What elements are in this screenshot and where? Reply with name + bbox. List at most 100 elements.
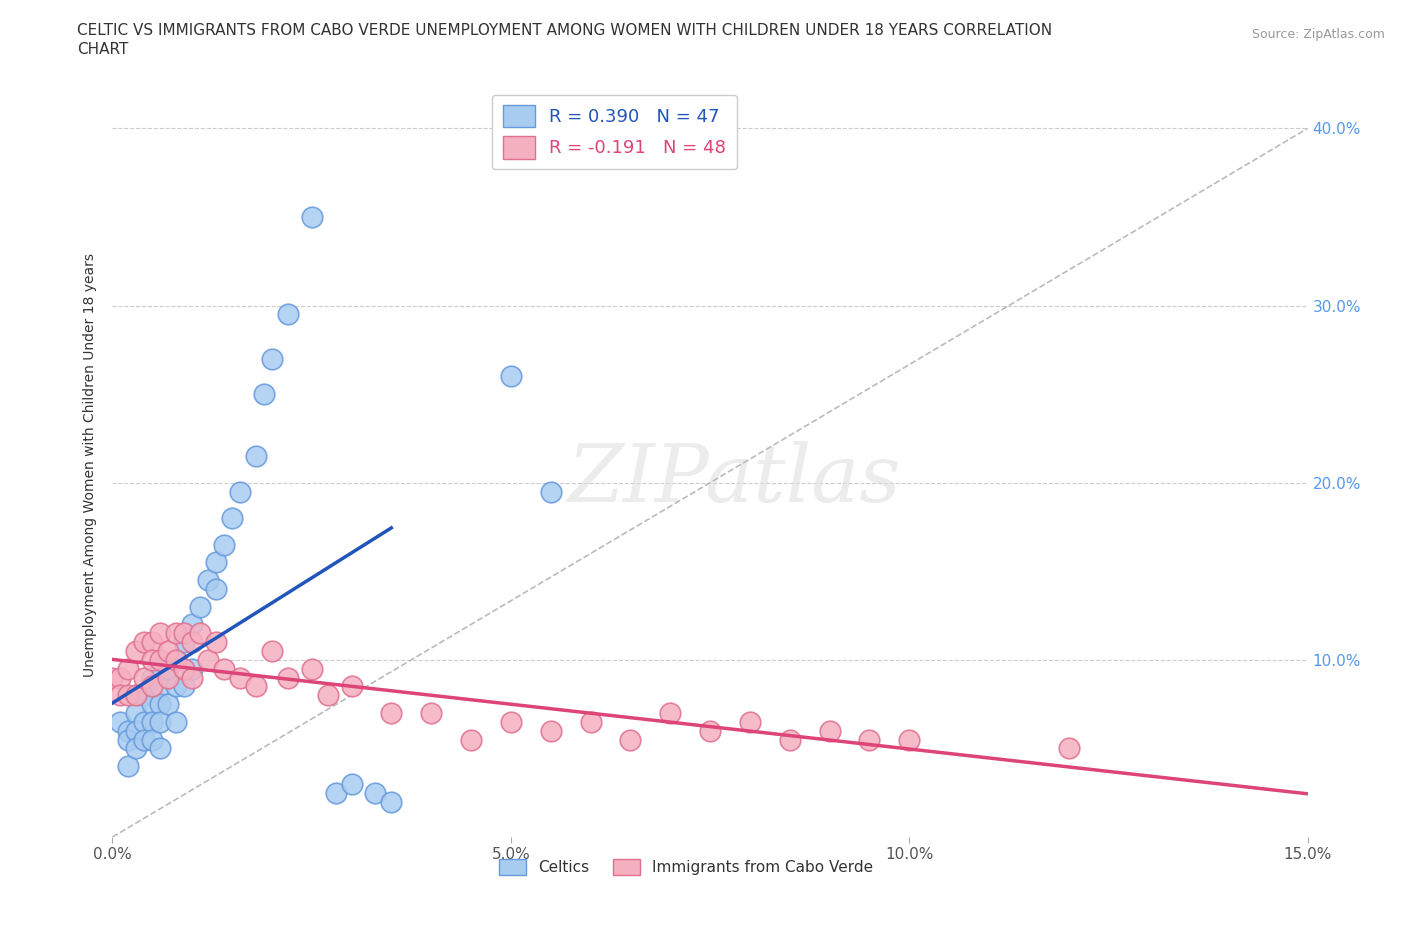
- Point: [301, 661, 323, 676]
- Point: [141, 653, 163, 668]
- Point: [165, 679, 187, 694]
- Point: [499, 369, 522, 384]
- Point: [1057, 741, 1080, 756]
- Point: [340, 777, 363, 791]
- Point: [540, 724, 562, 738]
- Point: [173, 626, 195, 641]
- Point: [898, 732, 921, 747]
- Point: [212, 538, 235, 552]
- Point: [420, 706, 443, 721]
- Point: [818, 724, 841, 738]
- Point: [125, 706, 148, 721]
- Point: [205, 581, 228, 596]
- Text: CELTIC VS IMMIGRANTS FROM CABO VERDE UNEMPLOYMENT AMONG WOMEN WITH CHILDREN UNDE: CELTIC VS IMMIGRANTS FROM CABO VERDE UNE…: [77, 23, 1053, 38]
- Point: [277, 671, 299, 685]
- Point: [149, 653, 172, 668]
- Point: [125, 688, 148, 703]
- Point: [134, 732, 156, 747]
- Point: [340, 679, 363, 694]
- Point: [188, 626, 211, 641]
- Point: [141, 671, 163, 685]
- Point: [858, 732, 880, 747]
- Point: [149, 697, 172, 711]
- Point: [149, 714, 172, 729]
- Point: [117, 724, 139, 738]
- Legend: Celtics, Immigrants from Cabo Verde: Celtics, Immigrants from Cabo Verde: [492, 853, 880, 882]
- Point: [125, 688, 148, 703]
- Point: [619, 732, 641, 747]
- Point: [197, 573, 219, 588]
- Text: CHART: CHART: [77, 42, 129, 57]
- Point: [125, 644, 148, 658]
- Point: [540, 485, 562, 499]
- Text: Source: ZipAtlas.com: Source: ZipAtlas.com: [1251, 28, 1385, 41]
- Point: [277, 307, 299, 322]
- Point: [197, 653, 219, 668]
- Point: [173, 634, 195, 649]
- Point: [229, 485, 252, 499]
- Y-axis label: Unemployment Among Women with Children Under 18 years: Unemployment Among Women with Children U…: [83, 253, 97, 677]
- Point: [101, 671, 124, 685]
- Point: [149, 661, 172, 676]
- Point: [181, 634, 204, 649]
- Point: [117, 661, 139, 676]
- Point: [659, 706, 682, 721]
- Point: [134, 634, 156, 649]
- Point: [134, 688, 156, 703]
- Point: [738, 714, 761, 729]
- Point: [221, 511, 243, 525]
- Point: [260, 352, 283, 366]
- Point: [141, 697, 163, 711]
- Point: [141, 679, 163, 694]
- Point: [212, 661, 235, 676]
- Point: [165, 626, 187, 641]
- Point: [141, 714, 163, 729]
- Point: [380, 706, 402, 721]
- Point: [110, 688, 132, 703]
- Point: [253, 387, 276, 402]
- Point: [157, 697, 180, 711]
- Point: [779, 732, 801, 747]
- Point: [141, 732, 163, 747]
- Point: [245, 448, 267, 463]
- Point: [205, 555, 228, 570]
- Point: [181, 617, 204, 631]
- Point: [699, 724, 721, 738]
- Point: [165, 653, 187, 668]
- Point: [499, 714, 522, 729]
- Point: [316, 688, 339, 703]
- Point: [134, 671, 156, 685]
- Text: ZIPatlas: ZIPatlas: [567, 441, 901, 519]
- Point: [117, 688, 139, 703]
- Point: [117, 732, 139, 747]
- Point: [157, 661, 180, 676]
- Point: [205, 634, 228, 649]
- Point: [301, 209, 323, 224]
- Point: [380, 794, 402, 809]
- Point: [157, 644, 180, 658]
- Point: [149, 679, 172, 694]
- Point: [229, 671, 252, 685]
- Point: [325, 785, 347, 800]
- Point: [173, 679, 195, 694]
- Point: [125, 724, 148, 738]
- Point: [260, 644, 283, 658]
- Point: [364, 785, 387, 800]
- Point: [165, 653, 187, 668]
- Point: [181, 661, 204, 676]
- Point: [110, 714, 132, 729]
- Point: [141, 634, 163, 649]
- Point: [149, 741, 172, 756]
- Point: [579, 714, 602, 729]
- Point: [125, 741, 148, 756]
- Point: [188, 599, 211, 614]
- Point: [149, 626, 172, 641]
- Point: [157, 671, 180, 685]
- Point: [134, 714, 156, 729]
- Point: [110, 671, 132, 685]
- Point: [165, 714, 187, 729]
- Point: [460, 732, 482, 747]
- Point: [181, 671, 204, 685]
- Point: [245, 679, 267, 694]
- Point: [117, 759, 139, 774]
